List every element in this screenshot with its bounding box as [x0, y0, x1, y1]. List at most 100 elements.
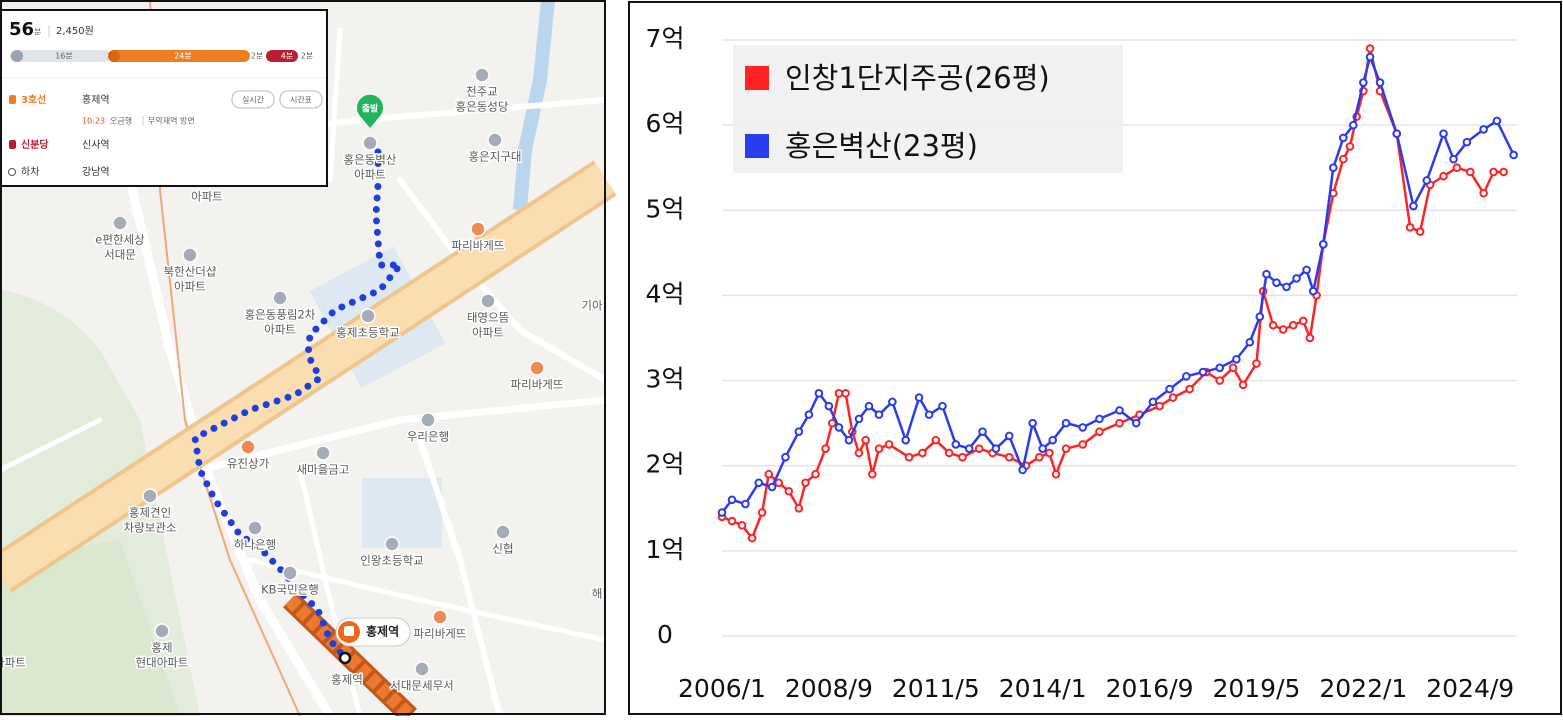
- data-point: [904, 452, 914, 462]
- poi-icon: [240, 439, 256, 455]
- data-point: [1165, 384, 1174, 394]
- data-point: [918, 448, 927, 458]
- data-point: [1168, 393, 1178, 402]
- poi-icon: [272, 290, 288, 306]
- line-icon: [9, 140, 16, 149]
- data-point: [1061, 418, 1071, 428]
- data-point: [754, 478, 764, 488]
- data-point: [864, 401, 874, 411]
- data-point: [1268, 320, 1278, 330]
- legend-label: 인창1단지주공(26평): [785, 61, 1050, 95]
- data-point: [1439, 171, 1448, 181]
- map-label: 아파트: [472, 326, 504, 340]
- route-info-box: 56 분 2,450원 16분 24분 2분 4분 2분 3호선 홍제역 실시간…: [0, 9, 328, 187]
- poi-icon: [384, 536, 400, 552]
- timetable-button[interactable]: [279, 90, 323, 109]
- y-tick-label: 3억: [646, 365, 685, 394]
- map-label: 아파트: [354, 168, 386, 182]
- station-icon-glyph: [344, 626, 354, 636]
- map-label: 아파트: [174, 280, 206, 294]
- route-end: [338, 651, 352, 665]
- data-point: [1028, 418, 1037, 428]
- data-point: [1115, 406, 1124, 415]
- y-tick-label: 1억: [646, 535, 685, 564]
- map-label: 아파트: [191, 190, 223, 204]
- timetable-button-label[interactable]: 시간표: [290, 95, 312, 105]
- data-point: [884, 440, 894, 449]
- map-label: 유진상가: [227, 457, 270, 471]
- data-point: [1095, 427, 1104, 436]
- map-label: 서대문: [104, 248, 136, 262]
- data-point: [801, 478, 810, 488]
- data-point: [1078, 440, 1088, 449]
- realtime-button-label[interactable]: 실시간: [242, 95, 265, 105]
- legend-swatch: [745, 134, 769, 158]
- data-point: [1061, 444, 1071, 453]
- segment-walk: [10, 50, 110, 62]
- poi-icon: [154, 623, 170, 639]
- poi-icon: [142, 488, 158, 504]
- data-point: [824, 401, 834, 411]
- direction: 오금행: [110, 116, 132, 126]
- data-point: [1272, 278, 1281, 287]
- map-label: 새마을금고: [297, 463, 350, 477]
- data-point: [794, 503, 804, 513]
- map-label: 파리바게뜨: [414, 627, 467, 641]
- segment-icon: [108, 50, 120, 62]
- legend-swatch: [745, 66, 769, 90]
- segment-label: 4분: [281, 52, 293, 61]
- realtime-button[interactable]: [231, 90, 275, 109]
- legend-background: [733, 45, 1123, 173]
- plot: [717, 44, 1518, 543]
- data-point: [1449, 154, 1458, 164]
- data-point: [964, 444, 974, 453]
- poi-icon: [432, 609, 448, 625]
- map-label: 홍제역: [331, 673, 363, 687]
- data-point: [1018, 465, 1027, 475]
- x-tick-label: 2016/9: [1106, 674, 1194, 703]
- data-point: [1308, 286, 1318, 296]
- fare: 2,450원: [56, 25, 94, 37]
- x-tick-label: 2008/9: [785, 674, 873, 703]
- data-point: [811, 469, 820, 479]
- x-tick-label: 2006/1: [678, 674, 766, 703]
- departure-time: 10:23: [82, 117, 105, 126]
- legend: 인창1단지주공(26평) 홍은벽산(23평): [733, 45, 1123, 173]
- data-point: [1345, 142, 1355, 151]
- data-point: [1004, 452, 1014, 462]
- step-line: 3호선: [21, 93, 46, 106]
- data-point: [1439, 129, 1448, 138]
- school-area: [362, 478, 442, 548]
- data-point: [1492, 116, 1502, 126]
- map-label: 홍제초등학교: [336, 326, 399, 340]
- data-point: [901, 435, 911, 445]
- series-line: [721, 55, 1515, 514]
- poi-icon: [470, 221, 486, 237]
- data-point: [1262, 269, 1271, 279]
- data-point: [1415, 227, 1425, 236]
- map-label: 해: [592, 587, 603, 601]
- data-point: [1004, 431, 1014, 441]
- map-label: 기아: [581, 299, 603, 313]
- direction-detail: 무악재역 방면: [148, 116, 195, 126]
- poi-icon: [362, 135, 378, 151]
- data-point: [854, 448, 864, 458]
- data-point: [958, 452, 967, 462]
- data-point: [1282, 282, 1291, 292]
- data-point: [868, 469, 877, 479]
- data-point: [854, 414, 864, 424]
- segment-line3: [108, 50, 250, 62]
- map-label: 인왕초등학교: [360, 554, 423, 568]
- step-line: 하차: [21, 165, 39, 178]
- station-bubble-label: 홍제역: [366, 624, 399, 639]
- map-panel: 천주교홍은동성당홍은동벽산아파트홍은지구대아파트e편한세상서대문파리바게뜨북한산…: [0, 0, 617, 720]
- data-point: [1409, 201, 1418, 211]
- data-point: [1479, 188, 1488, 198]
- data-point: [1392, 129, 1402, 138]
- map-label: e편한세상: [95, 233, 145, 247]
- map-labels: 천주교홍은동성당홍은동벽산아파트홍은지구대아파트e편한세상서대문파리바게뜨북한산…: [0, 67, 604, 694]
- map-label: 아파트: [264, 323, 296, 337]
- data-point: [767, 482, 777, 492]
- y-tick-label: 7억: [646, 24, 685, 53]
- data-point: [1155, 401, 1164, 411]
